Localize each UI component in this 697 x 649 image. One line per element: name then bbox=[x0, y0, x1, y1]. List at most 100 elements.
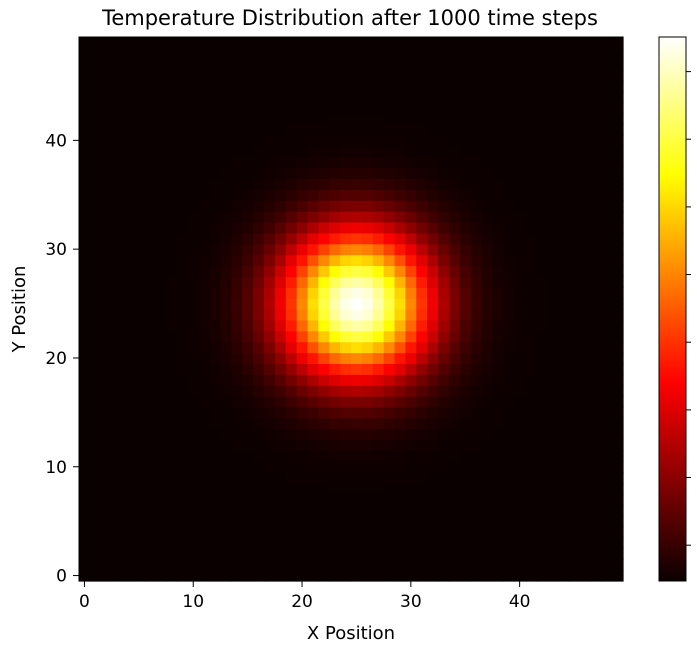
heatmap-cell bbox=[546, 526, 559, 539]
heatmap-cell bbox=[601, 570, 613, 582]
y-tick-label: 40 bbox=[45, 131, 67, 151]
heatmap-cell bbox=[198, 493, 211, 506]
heatmap-cell bbox=[220, 69, 232, 82]
heatmap-cell bbox=[612, 276, 624, 288]
heatmap-cell bbox=[318, 113, 330, 125]
heatmap-cell bbox=[329, 559, 341, 571]
heatmap-cell bbox=[242, 450, 254, 462]
heatmap-cell bbox=[448, 80, 461, 92]
heatmap-cell bbox=[492, 47, 504, 60]
heatmap-cell bbox=[557, 406, 570, 419]
heatmap-cell bbox=[568, 385, 581, 397]
heatmap-cell bbox=[231, 221, 243, 234]
heatmap-cell bbox=[459, 102, 472, 114]
heatmap-cell bbox=[546, 341, 559, 354]
heatmap-cell bbox=[427, 80, 439, 92]
heatmap-cell bbox=[503, 276, 515, 288]
heatmap-cell bbox=[427, 221, 439, 234]
heatmap-cell bbox=[427, 134, 439, 147]
heatmap-cell bbox=[253, 570, 265, 582]
heatmap-cell bbox=[122, 113, 134, 125]
heatmap-cell bbox=[470, 341, 483, 354]
heatmap-cell bbox=[383, 548, 396, 560]
heatmap-cell bbox=[198, 102, 211, 114]
heatmap-cell bbox=[111, 428, 124, 441]
heatmap-cell bbox=[144, 483, 156, 495]
heatmap-cell bbox=[274, 47, 287, 60]
heatmap-cell bbox=[220, 156, 232, 169]
heatmap-cell bbox=[144, 134, 156, 147]
heatmap-cell bbox=[296, 450, 309, 462]
heatmap-cell bbox=[231, 80, 243, 92]
heatmap-cell bbox=[340, 287, 352, 299]
heatmap-cell bbox=[394, 178, 406, 190]
heatmap-cell bbox=[296, 113, 309, 125]
heatmap-cell bbox=[383, 200, 396, 212]
heatmap-cell bbox=[525, 461, 537, 473]
heatmap-cell bbox=[525, 211, 537, 223]
heatmap-cell bbox=[187, 341, 200, 354]
heatmap-cell bbox=[329, 385, 341, 397]
heatmap-cell bbox=[579, 167, 591, 180]
heatmap-cell bbox=[590, 58, 602, 71]
heatmap-cell bbox=[242, 559, 254, 571]
heatmap-cell bbox=[242, 319, 254, 332]
heatmap-cell bbox=[546, 330, 559, 343]
heatmap-cell bbox=[340, 385, 352, 397]
heatmap-cell bbox=[590, 319, 602, 332]
heatmap-cell bbox=[144, 37, 156, 49]
heatmap-cell bbox=[122, 472, 134, 484]
heatmap-cell bbox=[590, 80, 602, 92]
heatmap-cell bbox=[470, 232, 483, 245]
heatmap-cell bbox=[187, 124, 200, 136]
heatmap-cell bbox=[459, 330, 472, 343]
heatmap-cell bbox=[361, 254, 374, 267]
heatmap-cell bbox=[176, 461, 189, 473]
heatmap-cell bbox=[274, 243, 287, 256]
heatmap-cell bbox=[318, 200, 330, 212]
heatmap-cell bbox=[557, 450, 570, 462]
heatmap-cell bbox=[579, 80, 591, 92]
heatmap-cell bbox=[612, 483, 624, 495]
heatmap-cell bbox=[187, 548, 200, 560]
heatmap-cell bbox=[557, 134, 570, 147]
heatmap-cell bbox=[242, 124, 254, 136]
heatmap-cell bbox=[307, 396, 319, 408]
heatmap-cell bbox=[514, 515, 526, 528]
heatmap-cell bbox=[568, 298, 581, 310]
heatmap-cell bbox=[492, 124, 504, 136]
heatmap-cell bbox=[340, 526, 352, 539]
heatmap-cell bbox=[470, 124, 483, 136]
heatmap-cell bbox=[155, 167, 167, 180]
heatmap-cell bbox=[220, 515, 232, 528]
heatmap-cell bbox=[438, 363, 450, 375]
heatmap-cell bbox=[492, 483, 504, 495]
heatmap-cell bbox=[89, 374, 102, 386]
heatmap-cell bbox=[133, 504, 145, 517]
heatmap-cell bbox=[318, 450, 330, 462]
heatmap-cell bbox=[209, 167, 222, 180]
heatmap-cell bbox=[198, 145, 211, 158]
heatmap-cell bbox=[514, 341, 526, 354]
heatmap-cell bbox=[514, 472, 526, 484]
heatmap-cell bbox=[89, 243, 102, 256]
heatmap-cell bbox=[525, 472, 537, 484]
heatmap-cell bbox=[198, 113, 211, 125]
heatmap-cell bbox=[459, 243, 472, 256]
heatmap-cell bbox=[198, 483, 211, 495]
heatmap-cell bbox=[546, 58, 559, 71]
heatmap-cell bbox=[296, 47, 309, 60]
heatmap-cell bbox=[176, 352, 189, 364]
heatmap-cell bbox=[568, 58, 581, 71]
heatmap-cell bbox=[318, 276, 330, 288]
heatmap-cell bbox=[427, 200, 439, 212]
heatmap-cell bbox=[557, 363, 570, 375]
heatmap-cell bbox=[579, 493, 591, 506]
heatmap-cell bbox=[416, 515, 428, 528]
heatmap-cell bbox=[470, 526, 483, 539]
heatmap-cell bbox=[253, 352, 265, 364]
heatmap-cell bbox=[144, 319, 156, 332]
heatmap-cell bbox=[111, 221, 124, 234]
heatmap-cell bbox=[470, 211, 483, 223]
heatmap-cell bbox=[198, 526, 211, 539]
